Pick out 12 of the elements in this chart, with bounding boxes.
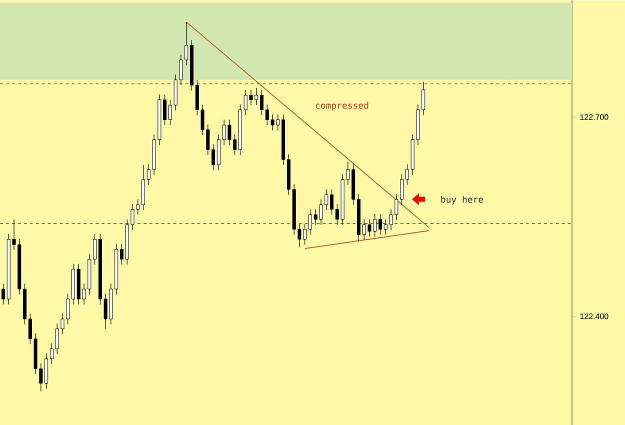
candlestick (50, 343, 54, 364)
annotation: buy here (441, 196, 484, 204)
candlestick (260, 89, 264, 116)
candlestick (308, 208, 312, 235)
candlestick (120, 243, 124, 265)
candlestick (330, 188, 334, 215)
candlestick (1, 283, 5, 304)
candlestick (168, 99, 172, 126)
annotation: compressed (316, 102, 368, 110)
candlestick (378, 214, 382, 235)
candlestick (212, 144, 216, 170)
candlestick (93, 233, 97, 265)
